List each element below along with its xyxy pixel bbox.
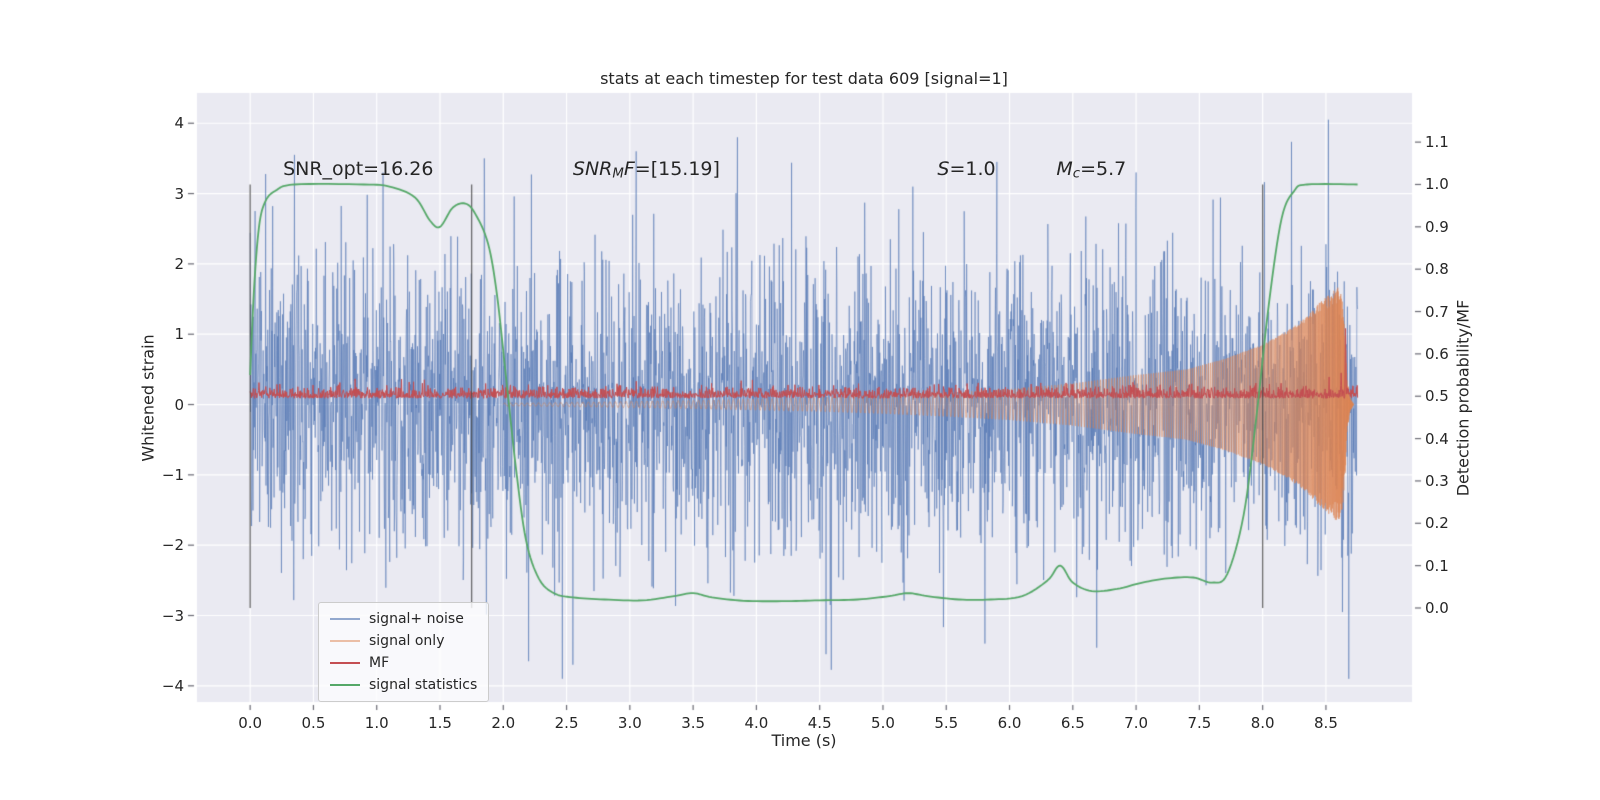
annotation: SNR_opt=16.26 <box>283 158 433 180</box>
annotation: S=1.0 <box>937 158 995 180</box>
right-y-tick-label: 0.5 <box>1425 387 1449 406</box>
right-y-tick-label: 0.0 <box>1425 598 1449 617</box>
x-tick-label: 4.0 <box>744 714 769 732</box>
x-tick-label: 4.5 <box>807 714 832 732</box>
legend-swatch-signal-noise <box>330 617 360 621</box>
annotation-text: SNR <box>572 158 613 181</box>
x-axis-label: Time (s) <box>771 731 837 750</box>
right-y-tick-label: 0.9 <box>1425 217 1449 236</box>
x-tick-label: 0.5 <box>301 714 326 732</box>
annotation-text: M <box>1056 158 1073 181</box>
right-y-tick-label: 1.0 <box>1425 175 1449 194</box>
x-tick-label: 0.0 <box>238 714 263 732</box>
x-tick-label: 2.5 <box>554 714 579 732</box>
chart-title: stats at each timestep for test data 609… <box>600 69 1008 88</box>
x-tick-label: 3.5 <box>681 714 706 732</box>
annotation: Mc=5.7 <box>1056 158 1126 182</box>
x-tick-label: 6.5 <box>1060 714 1085 732</box>
left-y-tick-label: −4 <box>161 676 184 695</box>
x-tick-label: 6.0 <box>997 714 1022 732</box>
annotation-text: F <box>623 158 635 181</box>
legend-item: signal+ noise <box>330 611 477 627</box>
annotation: SNRMF=[15.19] <box>573 158 720 182</box>
legend: signal+ noise signal only MF signal statist… <box>318 602 490 702</box>
x-tick-label: 5.0 <box>871 714 895 732</box>
annotation-text: M <box>612 167 624 183</box>
legend-label: MF <box>369 655 390 671</box>
left-y-tick-label: −2 <box>161 536 184 555</box>
legend-item: signal statistics <box>330 677 477 693</box>
x-tick-label: 1.0 <box>364 714 389 732</box>
x-tick-label: 1.5 <box>428 714 452 732</box>
x-tick-label: 8.0 <box>1250 714 1275 732</box>
legend-swatch-signal-statistics <box>330 683 360 687</box>
left-y-tick-label: 1 <box>174 325 184 344</box>
legend-label: signal statistics <box>369 677 478 693</box>
legend-item: MF <box>330 655 477 671</box>
x-tick-label: 8.5 <box>1314 714 1338 732</box>
legend-item: signal only <box>330 633 477 649</box>
right-y-tick-label: 0.1 <box>1425 556 1449 575</box>
annotation-text: =[15.19] <box>634 158 720 181</box>
left-y-tick-label: −3 <box>161 606 184 625</box>
annotation-text: =1.0 <box>949 158 996 181</box>
legend-swatch-mf <box>330 661 360 665</box>
right-y-tick-label: 1.1 <box>1425 133 1449 152</box>
annotation-text: c <box>1072 167 1081 183</box>
left-y-tick-label: 2 <box>174 254 184 273</box>
left-y-tick-label: −1 <box>161 465 184 484</box>
right-y-tick-label: 0.7 <box>1425 302 1449 321</box>
x-tick-label: 2.0 <box>491 714 516 732</box>
legend-swatch-signal-only <box>330 639 360 643</box>
right-y-tick-label: 0.8 <box>1425 260 1449 279</box>
annotation-text: S <box>937 158 950 181</box>
right-y-tick-label: 0.4 <box>1425 429 1449 448</box>
annotation-text: SNR_opt=16.26 <box>283 158 434 181</box>
left-y-tick-label: 4 <box>174 114 184 133</box>
x-tick-label: 7.5 <box>1187 714 1212 732</box>
annotation-text: =5.7 <box>1080 158 1127 181</box>
x-tick-label: 3.0 <box>617 714 642 732</box>
left-y-tick-label: 3 <box>174 184 184 203</box>
right-y-axis-label: Detection probability/MF <box>1453 299 1473 497</box>
x-tick-label: 7.0 <box>1124 714 1149 732</box>
right-y-tick-label: 0.2 <box>1425 514 1449 533</box>
left-y-axis-label: Whitened strain <box>138 334 158 462</box>
right-y-tick-label: 0.3 <box>1425 471 1449 490</box>
x-tick-label: 5.5 <box>934 714 959 732</box>
legend-label: signal only <box>369 633 445 649</box>
legend-label: signal+ noise <box>369 611 464 627</box>
right-y-tick-label: 0.6 <box>1425 344 1449 363</box>
left-y-tick-label: 0 <box>174 395 184 414</box>
